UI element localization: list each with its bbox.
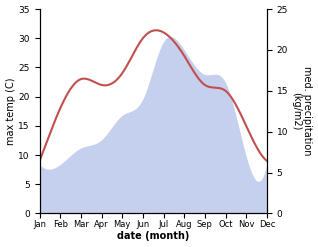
Y-axis label: max temp (C): max temp (C) [5, 78, 16, 145]
Y-axis label: med. precipitation
(kg/m2): med. precipitation (kg/m2) [291, 66, 313, 156]
X-axis label: date (month): date (month) [117, 231, 190, 242]
